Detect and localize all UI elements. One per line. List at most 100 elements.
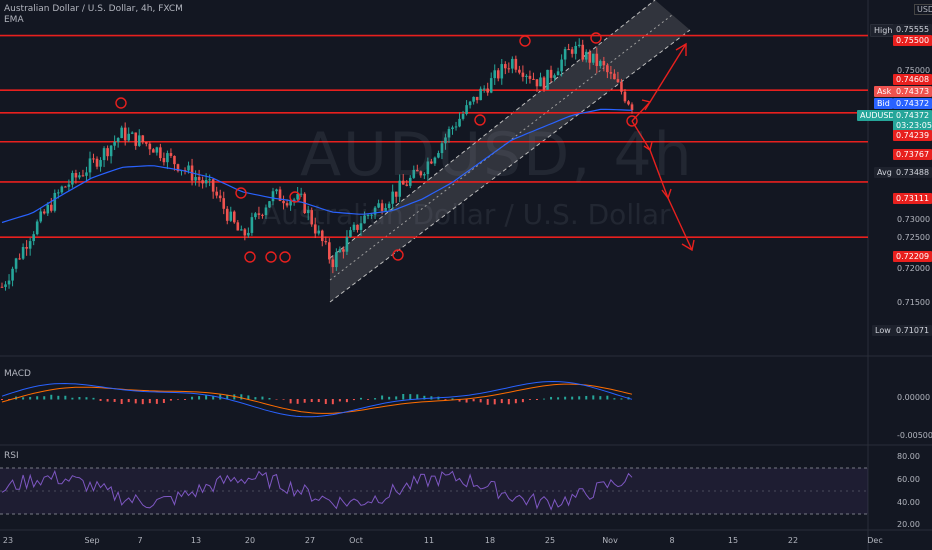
ema-indicator-label[interactable]: EMA [4, 15, 24, 25]
candle-body [599, 61, 602, 66]
x-tick: 25 [544, 536, 556, 545]
macd-histogram-bar [92, 397, 95, 400]
macd-histogram-bar [409, 394, 412, 400]
macd-histogram-bar [233, 394, 236, 400]
candle-body [412, 169, 416, 178]
candle-body [7, 280, 11, 285]
candle-body [109, 145, 113, 157]
macd-histogram-bar [240, 394, 243, 400]
macd-histogram-bar [162, 399, 165, 403]
candle-body [408, 177, 412, 186]
candle-body [85, 172, 88, 176]
low-value: 0.71071 [893, 325, 932, 336]
candle-body [451, 127, 454, 130]
candle-body [176, 164, 180, 172]
level-tag-1: 0.75500 [893, 35, 932, 46]
chart-header: Australian Dollar / U.S. Dollar, 4h, FXC… [4, 4, 183, 26]
candle-body [370, 214, 373, 216]
bid-label: Bid [874, 98, 893, 109]
channel-upper-line [329, 0, 656, 259]
candle-body [201, 180, 204, 184]
macd-tick: 0.00000 [897, 393, 931, 402]
projection-arrow [649, 149, 669, 199]
y-tick: 0.72000 [897, 264, 931, 273]
candle-body [468, 101, 472, 106]
x-tick: 13 [190, 536, 202, 545]
macd-label[interactable]: MACD [4, 369, 31, 379]
y-tick: 0.73000 [897, 215, 931, 224]
candle-body [296, 193, 299, 200]
macd-histogram-bar [8, 399, 11, 400]
candle-body [331, 259, 335, 268]
macd-histogram-bar [606, 395, 609, 400]
level-tag-3: 0.74239 [893, 130, 932, 141]
macd-histogram-bar [620, 398, 623, 400]
candle-body [423, 174, 426, 176]
candle-body [419, 171, 423, 176]
candle-body [591, 53, 595, 63]
watermark-ticker: AUDUSD, 4h [300, 120, 694, 190]
x-tick: 18 [484, 536, 496, 545]
macd-histogram-bar [592, 395, 595, 400]
level-tag-2: 0.74608 [893, 74, 932, 85]
candle-body [299, 193, 303, 195]
candle-body [458, 118, 461, 127]
candle-body [570, 49, 574, 54]
rsi-tick: 40.00 [897, 498, 920, 507]
macd-histogram-bar [155, 399, 158, 404]
candle-body [528, 75, 532, 79]
ema-line [1, 108, 633, 224]
arrowhead [661, 188, 672, 200]
candle-body [475, 96, 479, 101]
rsi-tick: 80.00 [897, 452, 920, 461]
candle-body [25, 247, 28, 249]
projection-arrow [649, 43, 687, 103]
macd-histogram-bar [528, 399, 531, 400]
currency-label[interactable]: USD [914, 4, 932, 15]
macd-histogram-bar [113, 399, 116, 402]
candle-body [11, 268, 14, 281]
macd-histogram-bar [50, 394, 53, 400]
level-tag-4: 0.73767 [893, 149, 932, 160]
level-tag-5: 0.73111 [893, 193, 932, 204]
macd-histogram-bar [29, 396, 32, 400]
macd-histogram-bar [254, 397, 257, 400]
macd-histogram-bar [296, 399, 299, 404]
x-tick: 23 [2, 536, 14, 545]
macd-histogram-bar [543, 398, 546, 400]
candle-body [243, 229, 247, 236]
candle-body [454, 126, 458, 128]
candle-body [630, 104, 634, 111]
macd-histogram-bar [317, 399, 320, 403]
macd-histogram-bar [261, 396, 264, 400]
macd-histogram-bar [36, 396, 39, 400]
candle-body [539, 77, 542, 87]
pivot-circle-marker [392, 249, 404, 261]
candle-body [141, 135, 145, 143]
candle-body [162, 158, 166, 163]
macd-histogram-bar [613, 398, 616, 400]
arrowhead [675, 42, 687, 56]
candle-body [489, 78, 493, 93]
candle-body [380, 203, 384, 211]
candle-body [194, 177, 197, 181]
pivot-circle-marker [590, 32, 602, 44]
macd-histogram-bar [1, 399, 3, 400]
candle-body [292, 199, 296, 202]
rsi-label[interactable]: RSI [4, 451, 19, 461]
candle-body [289, 201, 292, 206]
symbol-title[interactable]: Australian Dollar / U.S. Dollar, 4h, FXC… [4, 4, 183, 14]
candle-body [465, 105, 468, 114]
symbol-price: 0.74372 [893, 110, 932, 121]
arrowhead [681, 239, 695, 252]
candle-body [394, 191, 398, 197]
candle-body [542, 77, 546, 90]
candle-body [21, 247, 25, 259]
candle-body [18, 258, 21, 260]
candle-body [49, 204, 53, 211]
pivot-circle-marker [289, 191, 301, 203]
level-tag-6: 0.72209 [893, 251, 932, 262]
candle-body [349, 230, 352, 237]
macd-line [1, 380, 633, 418]
